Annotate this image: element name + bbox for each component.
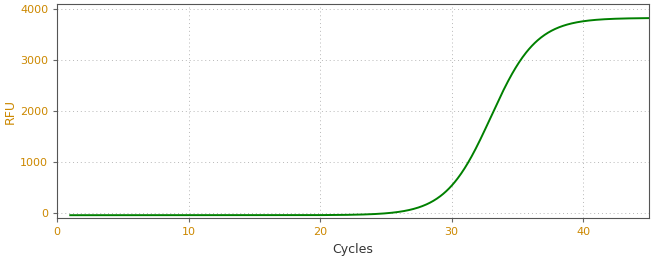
Y-axis label: RFU: RFU (4, 99, 17, 124)
X-axis label: Cycles: Cycles (332, 243, 374, 256)
